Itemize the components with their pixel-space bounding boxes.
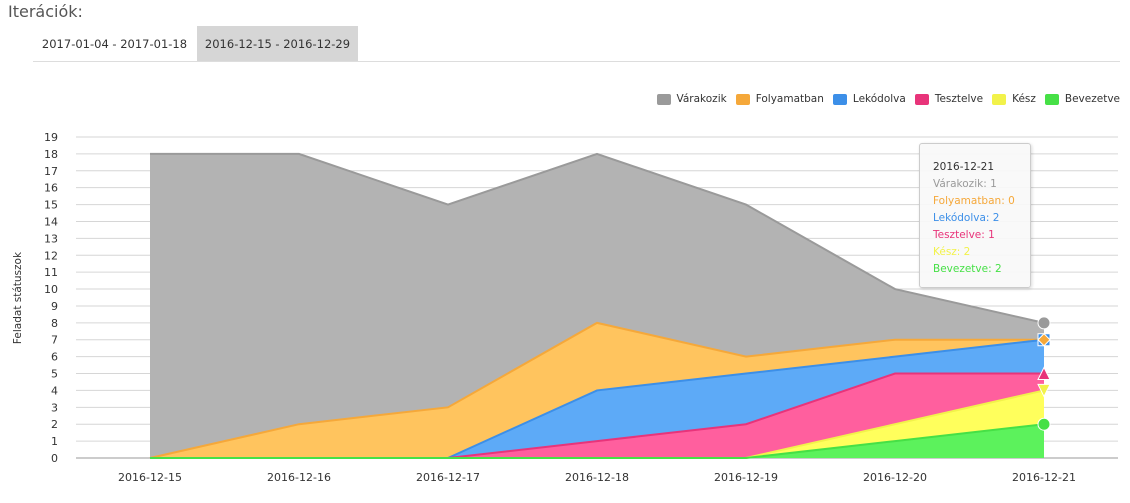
marker-Tesztelve bbox=[1037, 366, 1051, 381]
legend-swatch bbox=[992, 93, 1007, 105]
legend-label: Folyamatban bbox=[755, 93, 824, 105]
y-tick-label: 17 bbox=[44, 165, 58, 178]
y-tick-label: 2 bbox=[51, 418, 58, 431]
y-tick-label: 6 bbox=[51, 351, 58, 364]
x-tick-label: 2016-12-16 bbox=[267, 471, 331, 484]
x-tick-label: 2016-12-18 bbox=[565, 471, 629, 484]
tab-iteration-2016-12-15[interactable]: 2016-12-15 - 2016-12-29 bbox=[197, 26, 358, 61]
section-title: Iterációk: bbox=[8, 2, 83, 21]
y-tick-label: 3 bbox=[51, 401, 58, 414]
marker-Folyamatban bbox=[1037, 333, 1051, 347]
y-tick-label: 11 bbox=[44, 266, 58, 279]
x-tick-label: 2016-12-21 bbox=[1012, 471, 1076, 484]
marker-Bevezetve bbox=[1037, 417, 1051, 431]
y-tick-label: 5 bbox=[51, 368, 58, 381]
legend-swatch bbox=[832, 93, 847, 105]
series-line-Bevezetve bbox=[150, 423, 1045, 459]
chart-tooltip: 2016-12-21 Várakozik: 1 Folyamatban: 0 L… bbox=[919, 143, 1031, 288]
tooltip-date: 2016-12-21 bbox=[933, 161, 995, 173]
series-line-Várakozik bbox=[150, 152, 1045, 324]
legend-swatch bbox=[914, 93, 929, 105]
iteration-tabs: 2017-01-04 - 2017-01-18 2016-12-15 - 201… bbox=[33, 26, 1120, 62]
tab-iteration-2017-01-04[interactable]: 2017-01-04 - 2017-01-18 bbox=[41, 37, 188, 51]
x-tick-label: 2016-12-17 bbox=[416, 471, 480, 484]
y-tick-label: 7 bbox=[51, 334, 58, 347]
legend-swatch bbox=[656, 93, 671, 105]
legend-item-1[interactable]: Folyamatban bbox=[735, 93, 824, 105]
tooltip-line-bevezetve: Bevezetve: 2 bbox=[933, 263, 1002, 275]
legend-label: Lekódolva bbox=[852, 93, 906, 105]
tooltip-line-tesztelve: Tesztelve: 1 bbox=[933, 229, 995, 241]
legend-label: Várakozik bbox=[676, 93, 727, 105]
y-tick-label: 10 bbox=[44, 283, 58, 296]
y-tick-label: 15 bbox=[44, 199, 58, 212]
area-Tesztelve bbox=[150, 373, 1044, 458]
legend-swatch bbox=[735, 93, 750, 105]
x-tick-label: 2016-12-20 bbox=[863, 471, 927, 484]
marker-Kész bbox=[1037, 383, 1051, 398]
tooltip-line-kesz: Kész: 2 bbox=[933, 246, 971, 258]
x-tick-label: 2016-12-15 bbox=[118, 471, 182, 484]
tooltip-line-varakozik: Várakozik: 1 bbox=[933, 178, 997, 190]
series-line-Folyamatban bbox=[149, 321, 1044, 459]
y-tick-label: 18 bbox=[44, 148, 58, 161]
y-axis-label: Feladat státuszok bbox=[12, 251, 24, 345]
legend-label: Bevezetve bbox=[1064, 93, 1120, 105]
legend-item-3[interactable]: Tesztelve bbox=[914, 93, 984, 105]
y-tick-label: 8 bbox=[51, 317, 58, 330]
marker-Várakozik bbox=[1037, 316, 1051, 330]
legend-item-5[interactable]: Bevezetve bbox=[1044, 93, 1120, 105]
chart-legend: Várakozik Folyamatban Lekódolva Tesztelve Ké… bbox=[648, 92, 1120, 106]
legend-label: Tesztelve bbox=[934, 93, 984, 105]
tooltip-line-folyamatban: Folyamatban: 0 bbox=[933, 195, 1015, 207]
y-tick-label: 4 bbox=[51, 384, 58, 397]
legend-swatch bbox=[1044, 93, 1059, 105]
y-tick-label: 14 bbox=[44, 215, 58, 228]
legend-item-0[interactable]: Várakozik bbox=[656, 93, 727, 105]
y-tick-label: 1 bbox=[51, 435, 58, 448]
legend-item-2[interactable]: Lekódolva bbox=[832, 93, 906, 105]
y-tick-label: 9 bbox=[51, 300, 58, 313]
x-tick-label: 2016-12-19 bbox=[714, 471, 778, 484]
y-tick-label: 13 bbox=[44, 232, 58, 245]
y-tick-label: 12 bbox=[44, 249, 58, 262]
y-tick-label: 0 bbox=[51, 452, 58, 465]
tooltip-line-lekodolva: Lekódolva: 2 bbox=[933, 212, 1000, 224]
legend-item-4[interactable]: Kész bbox=[992, 93, 1036, 105]
legend-label: Kész bbox=[1012, 93, 1036, 105]
y-tick-label: 16 bbox=[44, 182, 58, 195]
y-tick-label: 19 bbox=[44, 131, 58, 144]
